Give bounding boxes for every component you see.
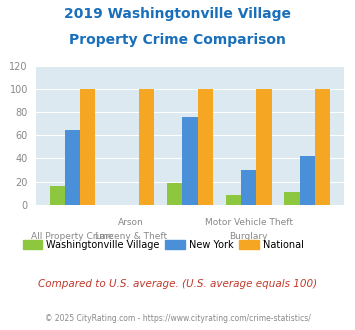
Bar	[300, 156, 315, 205]
Bar	[182, 117, 198, 205]
Bar	[241, 170, 256, 205]
Text: Property Crime Comparison: Property Crime Comparison	[69, 33, 286, 47]
Bar	[256, 89, 272, 205]
Text: Motor Vehicle Theft: Motor Vehicle Theft	[205, 218, 293, 227]
Bar	[50, 186, 65, 205]
Text: All Property Crime: All Property Crime	[31, 232, 114, 241]
Bar	[315, 89, 330, 205]
Text: Arson: Arson	[118, 218, 144, 227]
Bar	[284, 192, 300, 205]
Bar	[167, 183, 182, 205]
Bar	[198, 89, 213, 205]
Text: © 2025 CityRating.com - https://www.cityrating.com/crime-statistics/: © 2025 CityRating.com - https://www.city…	[45, 314, 310, 323]
Text: 2019 Washingtonville Village: 2019 Washingtonville Village	[64, 7, 291, 20]
Bar	[139, 89, 154, 205]
Bar	[65, 129, 80, 205]
Legend: Washingtonville Village, New York, National: Washingtonville Village, New York, Natio…	[19, 236, 307, 254]
Text: Burglary: Burglary	[229, 232, 268, 241]
Bar	[80, 89, 95, 205]
Text: Larceny & Theft: Larceny & Theft	[95, 232, 167, 241]
Text: Compared to U.S. average. (U.S. average equals 100): Compared to U.S. average. (U.S. average …	[38, 279, 317, 289]
Bar	[226, 195, 241, 205]
